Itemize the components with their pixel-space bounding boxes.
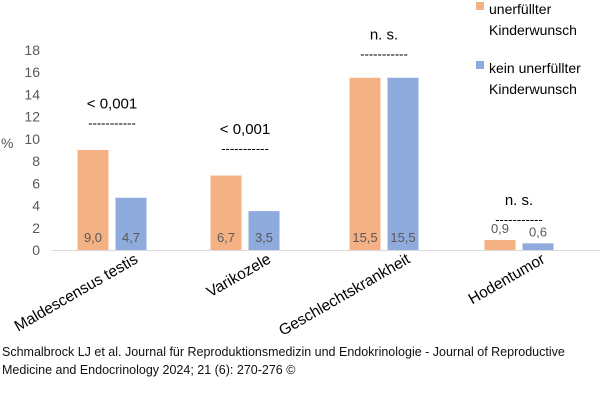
y-tick-label: 14: [24, 86, 40, 102]
caption-line-2: Medicine and Endocrinology 2024; 21 (6):…: [2, 363, 296, 377]
data-label: 3,5: [255, 230, 273, 245]
significance-dashes: -----------: [88, 115, 136, 130]
bar: [210, 175, 242, 250]
y-tick-label: 6: [32, 175, 40, 191]
significance-label: < 0,001: [220, 121, 270, 138]
significance-label: n. s.: [505, 192, 533, 209]
significance-label: < 0,001: [87, 95, 137, 112]
bar: [484, 240, 516, 250]
legend-swatch: [476, 2, 484, 10]
significance-dashes: -----------: [360, 47, 408, 62]
bar-chart: 0 2 4 6 8 10 12 14 16 18% 9,0 4,7 Maldescensus testi…: [1, 1, 600, 340]
bar: [115, 197, 147, 250]
legend-swatch: [476, 61, 484, 69]
bar: [522, 243, 554, 250]
legend-label-line1: unerfüllter: [489, 1, 552, 17]
y-axis-label: %: [1, 135, 13, 151]
y-tick-label: 4: [32, 198, 40, 214]
data-label: 15,5: [352, 230, 377, 245]
legend-label-line1: kein unerfüllter: [489, 60, 581, 76]
y-tick-label: 10: [24, 131, 40, 147]
significance-dashes: -----------: [221, 141, 269, 156]
citation-caption: Schmalbrock LJ et al. Journal für Reprod…: [2, 343, 598, 379]
y-tick-label: 18: [24, 42, 40, 58]
caption-line-1: Schmalbrock LJ et al. Journal für Reprod…: [2, 345, 565, 359]
y-tick-label: 8: [32, 153, 40, 169]
y-tick-label: 16: [24, 64, 40, 80]
legend-label-line2: Kinderwunsch: [489, 81, 577, 97]
bar: [77, 150, 109, 250]
data-label: 0,6: [529, 224, 547, 239]
bar: [349, 77, 381, 251]
y-tick-label: 2: [32, 220, 40, 236]
data-label: 9,0: [84, 230, 102, 245]
data-label: 4,7: [122, 230, 140, 245]
significance-dashes: -----------: [495, 212, 543, 227]
significance-label: n. s.: [370, 27, 398, 44]
y-tick-label: 0: [32, 242, 40, 258]
x-tick-label: Geschlechtskrankheit: [276, 250, 413, 339]
data-label: 0,9: [491, 221, 509, 236]
bar: [387, 77, 419, 251]
x-tick-label: Maldescensus testis: [12, 251, 142, 336]
x-tick-label: Hodentumor: [466, 251, 548, 308]
data-label: 15,5: [390, 230, 415, 245]
data-label: 6,7: [217, 230, 235, 245]
legend-label-line2: Kinderwunsch: [489, 22, 577, 38]
y-tick-label: 12: [24, 109, 40, 125]
x-tick-label: Varikozele: [204, 251, 274, 301]
bar: [248, 211, 280, 250]
